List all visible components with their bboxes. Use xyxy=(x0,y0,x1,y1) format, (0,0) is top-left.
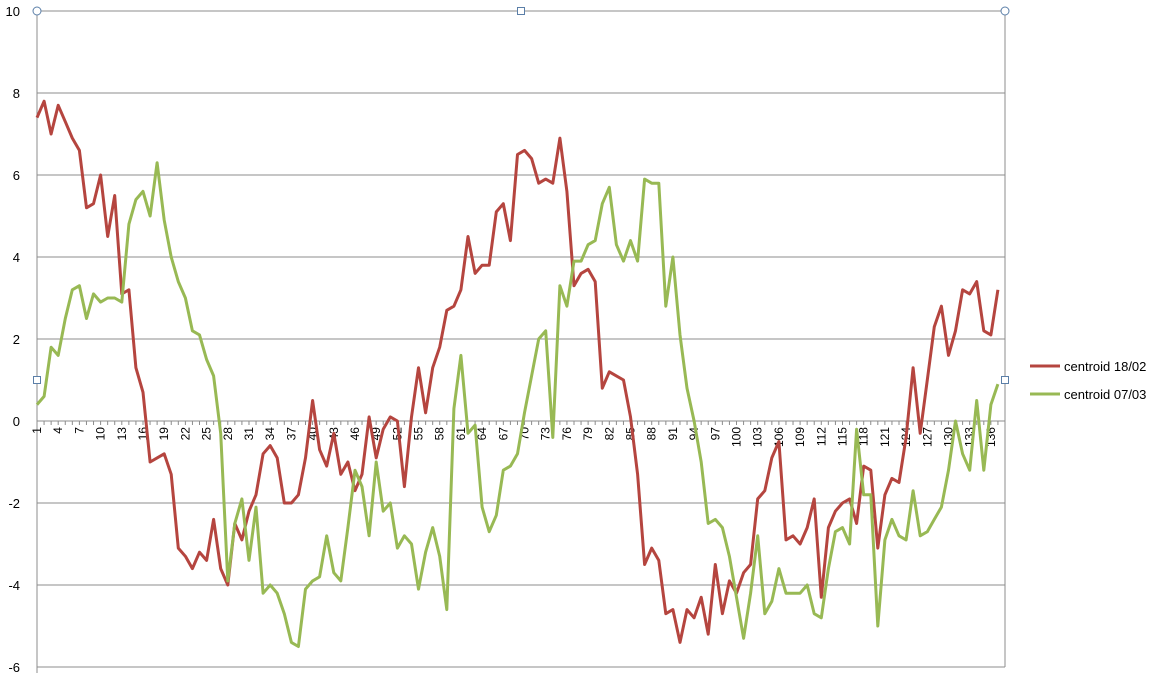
x-tick-label: 64 xyxy=(475,427,489,441)
series-line xyxy=(35,99,1000,644)
x-tick-label: 91 xyxy=(666,427,680,441)
x-tick-label: 55 xyxy=(412,427,426,441)
corner-resize-handle[interactable] xyxy=(1000,6,1010,16)
x-tick-label: 67 xyxy=(496,427,510,441)
x-tick-label: 127 xyxy=(920,427,934,447)
legend-label: centroid 18/02 xyxy=(1064,359,1146,374)
x-tick-label: 25 xyxy=(200,427,214,441)
y-tick-label: 2 xyxy=(13,332,20,347)
x-tick-label: 7 xyxy=(72,427,86,434)
y-tick-label: 10 xyxy=(6,4,20,19)
x-tick-label: 58 xyxy=(433,427,447,441)
y-tick-label: 6 xyxy=(13,168,20,183)
series-lines xyxy=(35,99,1000,648)
x-tick-label: 19 xyxy=(157,427,171,441)
x-tick-label: 118 xyxy=(857,427,871,446)
x-tick-label: 112 xyxy=(814,427,828,446)
x-tick-label: 76 xyxy=(560,427,574,441)
y-tick-label: -4 xyxy=(8,578,20,593)
series-line xyxy=(35,161,1000,648)
x-tick-label: 34 xyxy=(263,427,277,441)
x-tick-label: 79 xyxy=(581,427,595,441)
x-tick-label: 109 xyxy=(793,427,807,447)
x-tick-label: 121 xyxy=(878,427,892,447)
x-tick-label: 100 xyxy=(730,427,744,447)
legend: centroid 18/02 centroid 07/03 xyxy=(1030,359,1146,402)
y-tick-labels: -6 -4 -2 0 2 4 6 8 10 xyxy=(6,4,20,675)
legend-label: centroid 07/03 xyxy=(1064,387,1146,402)
x-tick-label: 103 xyxy=(751,427,765,447)
x-tick-label: 97 xyxy=(708,427,722,441)
x-tick-label: 22 xyxy=(178,427,192,441)
x-tick-label: 1 xyxy=(30,427,44,434)
x-tick-label: 115 xyxy=(835,427,849,446)
axes xyxy=(36,10,1006,673)
side-resize-handle[interactable] xyxy=(1001,376,1009,384)
y-tick-label: 0 xyxy=(13,414,20,429)
y-tick-label: 8 xyxy=(13,86,20,101)
y-tick-label: -2 xyxy=(8,496,20,511)
x-tick-label: 28 xyxy=(221,427,235,441)
x-tick-label: 82 xyxy=(602,427,616,441)
corner-resize-handle[interactable] xyxy=(32,6,42,16)
x-tick-label: 88 xyxy=(645,427,659,441)
x-tick-label: 37 xyxy=(284,427,298,441)
y-tick-label: -6 xyxy=(8,660,20,675)
x-tick-label: 4 xyxy=(51,427,65,434)
x-tick-label: 13 xyxy=(115,427,129,441)
x-tick-label: 10 xyxy=(94,427,108,441)
x-tick-label: 31 xyxy=(242,427,256,441)
x-tick-labels: 1 4 7 10 13 16 19 22 25 28 31 34 37 40 43 46 49 52 55 58 61 6… xyxy=(30,427,998,447)
side-resize-handle[interactable] xyxy=(33,376,41,384)
x-tick-label: 61 xyxy=(454,427,468,441)
y-tick-label: 4 xyxy=(13,250,20,265)
selection-handles[interactable] xyxy=(32,6,1010,384)
side-resize-handle[interactable] xyxy=(517,7,525,15)
gridlines xyxy=(37,10,1005,668)
x-tick-label: 106 xyxy=(772,427,786,447)
x-tick-label: 46 xyxy=(348,427,362,441)
x-tick-label: 73 xyxy=(539,427,553,441)
